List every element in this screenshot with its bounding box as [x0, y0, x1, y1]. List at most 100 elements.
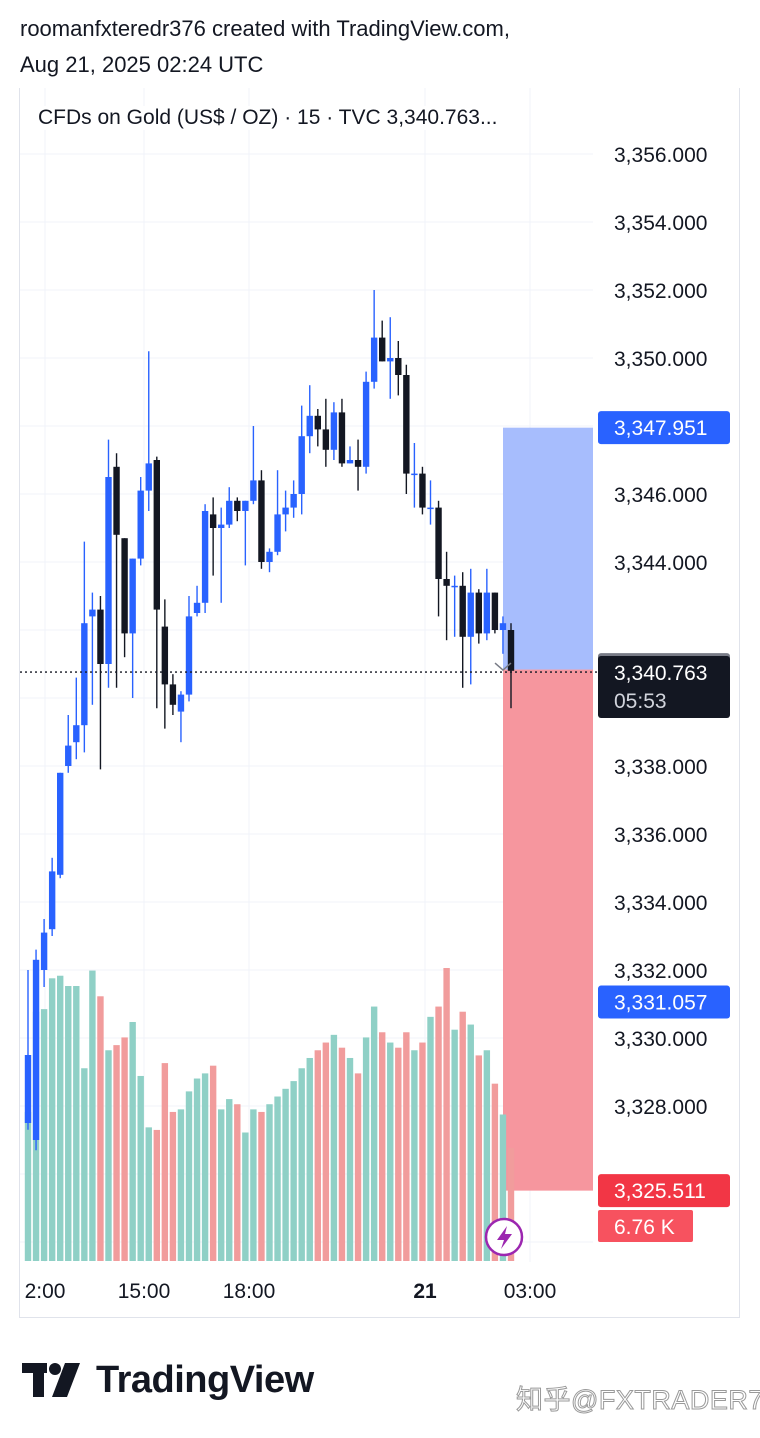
price-badges: 3,347.9513,340.8363,340.76305:533,331.05…	[484, 411, 730, 1257]
price-badge: 3,325.511	[598, 1174, 730, 1208]
candle-body	[153, 460, 160, 610]
volume-bar	[491, 1083, 499, 1261]
last-price-line	[20, 662, 598, 673]
lightning-icon	[484, 1217, 524, 1257]
candle-body	[65, 745, 72, 766]
candle-body	[459, 585, 466, 637]
volume-bar	[451, 1029, 458, 1261]
volume-bar	[242, 1132, 249, 1261]
candle-body	[274, 514, 281, 552]
candle-body	[73, 725, 80, 743]
candle-body	[32, 959, 40, 1140]
volume-badge-label: 6.76 K	[614, 1216, 675, 1239]
price-badge: 3,347.951	[598, 411, 730, 445]
volume-bar	[201, 1073, 209, 1261]
volume-bar	[306, 1057, 313, 1261]
volume-bar	[218, 1109, 225, 1261]
volume-bar	[435, 1006, 442, 1261]
candle-body	[411, 473, 418, 476]
volume-bar	[443, 968, 450, 1261]
candle-body	[250, 480, 257, 501]
time-tick-label: 18:00	[223, 1280, 276, 1303]
candle-body	[266, 551, 273, 562]
price-tick-label: 3,354.000	[614, 212, 707, 235]
volume-bar	[314, 1050, 321, 1261]
candle-body	[161, 626, 169, 685]
candle-body	[113, 466, 120, 535]
candle-body	[105, 477, 112, 664]
candle-body	[370, 337, 378, 382]
candle-body	[387, 358, 394, 362]
candle-body	[443, 579, 450, 586]
price-badge-bg	[598, 411, 730, 445]
candle-body	[290, 494, 297, 508]
price-badge: 3,331.057	[598, 985, 730, 1019]
candle-body	[435, 507, 442, 579]
volume-bar	[153, 1129, 160, 1261]
price-tick-label: 3,336.000	[614, 824, 707, 847]
candle-body	[185, 616, 193, 695]
lightning-icon-bolt	[497, 1226, 512, 1249]
candle-body	[226, 500, 233, 525]
volume-badge: 6.76 K	[598, 1210, 693, 1242]
candle-body	[97, 609, 104, 664]
volume-bar	[290, 1081, 297, 1261]
candle-body	[483, 592, 491, 634]
volume-bar	[73, 986, 80, 1261]
price-tick-label: 3,350.000	[614, 348, 707, 371]
volume-bar	[97, 996, 104, 1261]
price-tick-label: 3,346.000	[614, 484, 707, 507]
candle-body	[475, 592, 482, 634]
volume-bar	[499, 1114, 507, 1261]
volume-bar	[81, 1068, 88, 1261]
candle-body	[362, 381, 370, 467]
candle-body	[322, 429, 330, 450]
cursor-marker	[494, 662, 512, 672]
price-tick-label: 3,338.000	[614, 756, 707, 779]
volume-bars	[24, 968, 515, 1261]
volume-bar	[427, 1016, 434, 1261]
candle-body	[209, 514, 217, 528]
volume-bar	[459, 1011, 466, 1261]
candle-body	[354, 460, 362, 467]
tradingview-logo-text: TradingView	[96, 1358, 314, 1401]
loss-zone	[503, 669, 593, 1191]
volume-bar	[362, 1037, 370, 1261]
candle-body	[298, 436, 305, 494]
symbol-legend[interactable]: CFDs on Gold (US$ / OZ) · 15 · TVC 3,340…	[36, 106, 500, 130]
volume-bar	[298, 1068, 305, 1261]
volume-bar	[387, 1042, 394, 1261]
volume-bar	[105, 1050, 112, 1261]
volume-bar	[57, 975, 64, 1261]
candle-body	[234, 500, 241, 511]
price-badge-bg	[598, 656, 730, 719]
candle-body	[258, 480, 265, 562]
time-tick-label: 15:00	[118, 1280, 171, 1303]
candle-body	[314, 415, 321, 430]
chart-frame[interactable]	[19, 88, 740, 1318]
header-date-line: Aug 21, 2025 02:24 UTC	[20, 52, 264, 77]
volume-badge-bg	[598, 1210, 693, 1242]
volume-bar	[258, 1111, 265, 1261]
watermark: 知乎@FXTRADER786	[516, 1385, 760, 1416]
candle-body	[193, 602, 201, 613]
candle-body	[218, 524, 225, 528]
volume-bar	[370, 1006, 378, 1261]
candle-body	[491, 592, 499, 630]
candle-body	[395, 358, 402, 375]
volume-bar	[121, 1037, 128, 1261]
volume-bar	[226, 1099, 233, 1261]
candle-body	[338, 412, 346, 464]
candle-body	[451, 585, 458, 588]
candle-body	[201, 511, 209, 603]
volume-bar	[475, 1055, 482, 1261]
volume-bar	[137, 1075, 144, 1261]
candle-body	[177, 694, 185, 712]
volume-bar	[411, 1050, 418, 1261]
volume-bar	[193, 1078, 201, 1261]
candle-body	[379, 337, 386, 362]
volume-bar	[234, 1104, 241, 1261]
price-chart[interactable]: 3,356.000 3,354.000 3,352.000 3,350.000 3,34…	[0, 0, 760, 1330]
price-tick-label: 3,330.000	[614, 1028, 707, 1051]
candle-body	[346, 460, 354, 464]
